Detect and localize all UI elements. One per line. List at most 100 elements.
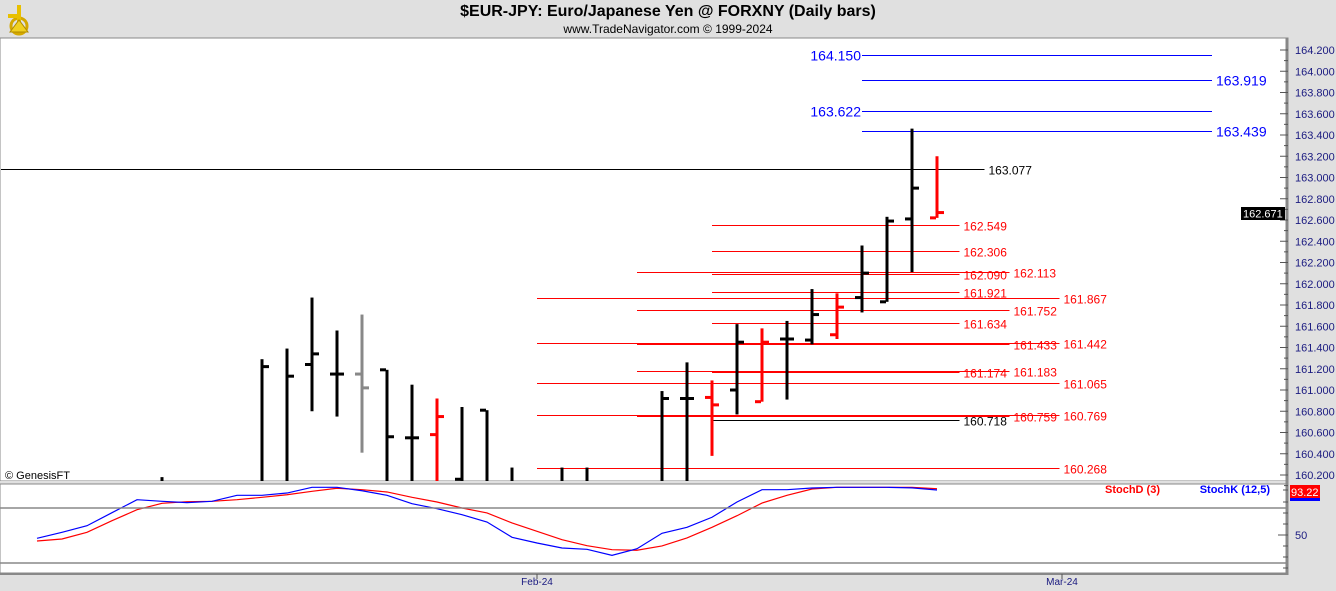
ohlc-bar [510, 467, 514, 481]
bar-range [735, 324, 739, 415]
level-label: 161.065 [1064, 378, 1108, 392]
stochastic-lines [36, 486, 938, 556]
bar-range [685, 362, 689, 481]
ohlc-bar [780, 320, 794, 400]
bar-range [835, 293, 839, 339]
sextant-logo-icon [8, 5, 29, 36]
bar-open-tick [855, 296, 861, 300]
price-tick-label: 161.600 [1295, 321, 1335, 333]
bar-open-tick [680, 397, 686, 400]
price-tick-label: 162.000 [1295, 279, 1335, 291]
ohlc-bar [305, 297, 319, 412]
ohlc-bar [560, 467, 564, 481]
ohlc-bar [405, 384, 419, 481]
ohlc-bar [880, 216, 894, 304]
bar-close-tick [388, 435, 394, 439]
bar-range [660, 391, 664, 481]
bar-range [885, 216, 889, 302]
last-price-marker: 162.671 [1241, 207, 1285, 221]
ohlc-bar [855, 245, 869, 313]
level-label: 161.442 [1064, 338, 1108, 352]
price-tick-label: 163.000 [1295, 173, 1335, 185]
bar-close-tick [688, 397, 694, 400]
level-label: 161.183 [1014, 366, 1058, 380]
date-axis: Feb-24 Mar-24 [521, 574, 1078, 588]
bar-range [935, 156, 939, 218]
bar-range [785, 320, 789, 400]
ohlc-bar [455, 407, 464, 481]
bar-close-tick [738, 340, 744, 344]
bar-range [310, 297, 314, 412]
bar-open-tick [305, 363, 311, 366]
bar-open-tick [880, 300, 886, 304]
bar-range [410, 384, 414, 481]
bar-range [810, 289, 814, 345]
chart-subtitle: www.TradeNavigator.com © 1999-2024 [563, 22, 773, 36]
ohlc-bar [830, 293, 844, 339]
price-tick-label: 164.000 [1295, 66, 1335, 78]
bar-range [260, 359, 264, 481]
bar-close-tick [363, 386, 369, 390]
stoch-axis-label: 50 [1295, 530, 1307, 542]
panel-divider [0, 481, 1288, 485]
level-label: 161.433 [1014, 339, 1058, 353]
level-label: 162.090 [964, 269, 1008, 283]
level-label: 162.549 [964, 220, 1008, 234]
bar-range [760, 328, 764, 402]
level-label: 163.919 [1216, 73, 1267, 89]
bar-range [560, 467, 564, 481]
level-label: 161.174 [964, 367, 1008, 381]
level-label: 160.759 [1014, 411, 1058, 425]
bar-close-tick [863, 271, 869, 275]
bar-close-tick [338, 372, 344, 376]
bar-range [585, 467, 589, 481]
bar-range [435, 398, 439, 481]
price-tick-label: 163.600 [1295, 109, 1335, 121]
ohlc-bar [585, 467, 589, 481]
price-tick-label: 160.200 [1295, 470, 1335, 482]
level-label: 161.867 [1064, 293, 1108, 307]
price-tick-label: 164.200 [1295, 45, 1335, 57]
price-tick-label: 162.400 [1295, 236, 1335, 248]
level-label: 163.622 [810, 104, 861, 120]
price-tick-label: 162.200 [1295, 258, 1335, 270]
ohlc-bar [705, 380, 719, 456]
level-labels: 164.150 163.919 163.622 163.439 163.077 162.5… [810, 48, 1266, 477]
level-label: 160.268 [1064, 463, 1108, 477]
price-tick-label: 161.000 [1295, 385, 1335, 397]
bar-open-tick [380, 368, 386, 372]
stoch-d-legend: StochD (3) [1105, 484, 1160, 496]
bar-open-tick [830, 333, 836, 337]
ohlc-bar [680, 362, 694, 481]
ohlc-bar [730, 324, 744, 415]
bar-close-tick [838, 305, 844, 309]
bar-open-tick [430, 433, 436, 437]
ohlc-bar [805, 289, 819, 345]
bar-close-tick [438, 415, 444, 419]
bar-close-tick [263, 365, 269, 369]
bar-close-tick [313, 352, 319, 356]
ohlc-bar [380, 368, 394, 481]
price-tick-label: 162.600 [1295, 215, 1335, 227]
bar-range [285, 348, 289, 481]
ohlc-bar [930, 156, 944, 220]
bar-close-tick [813, 313, 819, 317]
bar-open-tick [730, 388, 736, 392]
price-tick-label: 160.600 [1295, 428, 1335, 440]
stoch-d-line [36, 486, 938, 551]
bar-open-tick [805, 338, 811, 342]
bar-range [710, 380, 714, 456]
level-label: 160.769 [1064, 410, 1108, 424]
price-tick-label: 161.800 [1295, 300, 1335, 312]
chart-header: $EUR-JPY: Euro/Japanese Yen @ FORXNY (Da… [0, 0, 1336, 38]
ohlc-bar [430, 398, 444, 481]
bar-open-tick [755, 400, 761, 404]
bar-close-tick [938, 211, 944, 215]
watermark: © GenesisFT [5, 470, 70, 482]
bar-range [910, 128, 914, 273]
bar-close-tick [913, 186, 919, 190]
ohlc-bar [480, 408, 489, 481]
bar-range [510, 467, 514, 481]
bar-open-tick [905, 217, 911, 221]
